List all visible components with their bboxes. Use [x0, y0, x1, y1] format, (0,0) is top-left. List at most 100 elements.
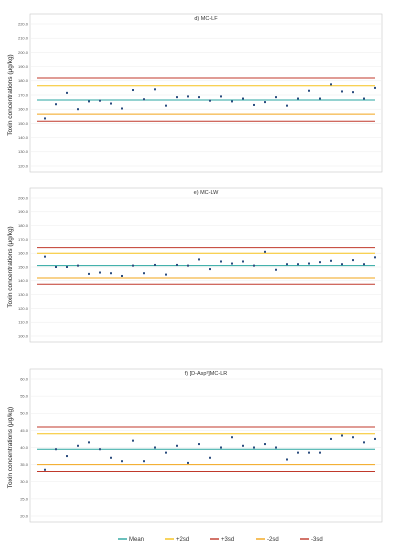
- y-tick-label: 55.0: [20, 394, 29, 399]
- data-point: [363, 441, 365, 444]
- data-point: [154, 88, 156, 91]
- data-point: [319, 97, 321, 100]
- y-tick-label: 20.0: [20, 513, 29, 518]
- legend-label: -3sd: [311, 537, 323, 543]
- y-axis-label: Toxin concentrations (μg/kg): [7, 54, 14, 135]
- data-point: [143, 98, 145, 101]
- legend-item: +2sd: [165, 537, 189, 543]
- data-point: [352, 91, 354, 94]
- data-point: [187, 264, 189, 267]
- data-point: [330, 437, 332, 440]
- legend-label: +3sd: [221, 537, 234, 543]
- data-point: [242, 444, 244, 447]
- data-point: [286, 263, 288, 266]
- data-point: [330, 83, 332, 86]
- data-point: [264, 443, 266, 446]
- data-point: [242, 260, 244, 263]
- data-point: [88, 272, 90, 275]
- data-point: [66, 266, 68, 268]
- y-tick-label: 130.0: [18, 149, 29, 154]
- y-tick-label: 50.0: [20, 411, 29, 416]
- y-tick-label: 190.0: [18, 209, 29, 214]
- data-point: [352, 436, 354, 439]
- chart-title: d) MC-LF: [194, 16, 218, 22]
- data-point: [308, 451, 310, 454]
- chart-frame: [29, 13, 383, 173]
- data-point: [308, 89, 310, 92]
- y-tick-label: 130.0: [18, 292, 29, 297]
- data-point: [110, 272, 112, 275]
- data-point: [275, 446, 277, 449]
- data-point: [220, 95, 222, 98]
- legend-label: -2sd: [267, 537, 279, 543]
- data-point: [319, 451, 321, 454]
- data-point: [66, 455, 68, 458]
- y-tick-label: 140.0: [18, 135, 29, 140]
- legend-item: Mean: [118, 537, 144, 543]
- data-point: [165, 104, 167, 107]
- data-point: [110, 102, 112, 105]
- data-point: [297, 263, 299, 266]
- legend: Mean +2sd +3sd -2sd -3sd: [118, 537, 323, 543]
- data-point: [209, 99, 211, 102]
- data-point: [286, 104, 288, 107]
- data-point: [154, 446, 156, 449]
- data-point: [44, 117, 46, 120]
- data-point: [319, 261, 321, 264]
- data-point: [242, 97, 244, 100]
- y-tick-label: 200.0: [18, 50, 29, 55]
- chart-title: f) [D-Asp³]MC-LR: [185, 371, 228, 377]
- y-tick-label: 190.0: [18, 64, 29, 69]
- y-tick-label: 180.0: [18, 78, 29, 83]
- data-point: [99, 271, 101, 274]
- y-tick-label: 35.0: [20, 462, 29, 467]
- y-tick-label: 160.0: [18, 251, 29, 256]
- data-point: [286, 458, 288, 461]
- data-point: [308, 262, 310, 265]
- data-point: [99, 99, 101, 102]
- data-point: [66, 91, 68, 94]
- chart-panel-1: d) MC-LF 120.0 130.0 140.0 150.0 160.0 170.0 18…: [7, 13, 383, 173]
- data-point: [220, 260, 222, 263]
- data-point: [88, 100, 90, 103]
- y-tick-label: 120.0: [18, 163, 29, 168]
- data-point: [253, 264, 255, 267]
- y-tick-label: 150.0: [18, 121, 29, 126]
- data-point: [176, 96, 178, 99]
- data-point: [264, 101, 266, 104]
- data-point: [77, 264, 79, 267]
- data-point: [253, 103, 255, 106]
- data-point: [341, 90, 343, 93]
- data-point: [55, 103, 57, 106]
- data-point: [374, 256, 376, 259]
- legend-item: -3sd: [300, 537, 323, 543]
- data-point: [154, 263, 156, 266]
- y-tick-label: 120.0: [18, 306, 29, 311]
- y-tick-label: 140.0: [18, 278, 29, 283]
- data-point: [77, 444, 79, 447]
- y-tick-label: 180.0: [18, 223, 29, 228]
- data-point: [231, 100, 233, 103]
- y-axis-label: Toxin concentrations (μg/kg): [7, 407, 14, 488]
- data-point: [44, 468, 46, 471]
- chart-panel-2: e) MC-LW 100.0 110.0 120.0 130.0 140.0 150.0 16…: [7, 187, 383, 343]
- data-point: [374, 437, 376, 440]
- y-tick-label: 170.0: [18, 237, 29, 242]
- y-tick-label: 160.0: [18, 107, 29, 112]
- data-point: [231, 262, 233, 265]
- data-point: [88, 441, 90, 444]
- chart-frame: [29, 368, 383, 523]
- data-point: [374, 86, 376, 89]
- data-point: [198, 258, 200, 261]
- data-point: [143, 460, 145, 463]
- data-point: [132, 439, 134, 442]
- y-tick-label: 25.0: [20, 496, 29, 501]
- data-point: [330, 259, 332, 262]
- data-point: [231, 436, 233, 439]
- legend-item: -2sd: [256, 537, 279, 543]
- chart-frame: [29, 187, 383, 343]
- data-point: [176, 263, 178, 266]
- data-point: [165, 451, 167, 454]
- data-point: [363, 263, 365, 266]
